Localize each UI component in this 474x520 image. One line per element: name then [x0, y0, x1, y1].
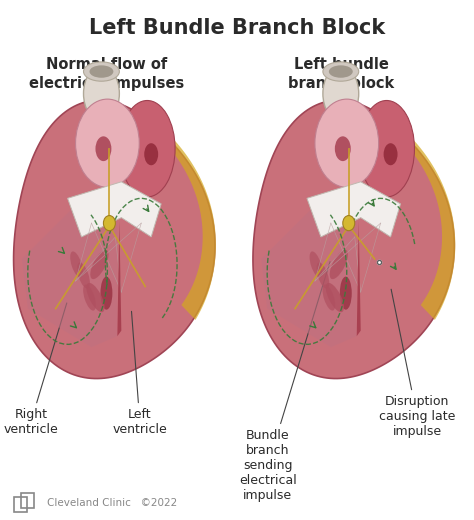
Ellipse shape [329, 66, 353, 78]
Ellipse shape [119, 100, 175, 197]
Ellipse shape [95, 136, 111, 161]
Text: Bundle
branch
sending
electrical
impulse: Bundle branch sending electrical impulse [239, 262, 330, 502]
Ellipse shape [359, 100, 414, 197]
Ellipse shape [83, 62, 119, 81]
Ellipse shape [90, 66, 113, 78]
Ellipse shape [343, 216, 355, 231]
Ellipse shape [323, 66, 359, 121]
Ellipse shape [383, 143, 398, 165]
Ellipse shape [326, 283, 344, 312]
Polygon shape [357, 220, 361, 336]
Ellipse shape [330, 250, 348, 279]
Ellipse shape [315, 99, 379, 187]
Ellipse shape [103, 216, 115, 231]
Polygon shape [253, 100, 454, 379]
Polygon shape [68, 182, 161, 237]
Ellipse shape [310, 251, 322, 278]
Text: Normal flow of
electrical impulses: Normal flow of electrical impulses [29, 57, 184, 92]
Ellipse shape [86, 283, 105, 312]
Ellipse shape [91, 250, 109, 279]
Polygon shape [118, 220, 121, 336]
Polygon shape [153, 123, 216, 320]
Ellipse shape [77, 263, 90, 289]
Text: Left bundle
branch block: Left bundle branch block [288, 57, 394, 92]
Text: Left
ventricle: Left ventricle [112, 311, 167, 436]
Polygon shape [261, 210, 357, 347]
Ellipse shape [317, 263, 329, 289]
Polygon shape [22, 210, 118, 347]
Ellipse shape [340, 277, 352, 310]
Polygon shape [392, 123, 456, 320]
Ellipse shape [323, 62, 359, 81]
Ellipse shape [70, 251, 83, 278]
Polygon shape [14, 100, 215, 379]
Ellipse shape [335, 136, 351, 161]
Text: Disruption
causing late
impulse: Disruption causing late impulse [379, 289, 456, 438]
Ellipse shape [322, 284, 335, 310]
Ellipse shape [83, 66, 119, 121]
Text: Left Bundle Branch Block: Left Bundle Branch Block [89, 18, 385, 38]
Ellipse shape [75, 99, 139, 187]
Ellipse shape [83, 284, 96, 310]
Text: Right
ventricle: Right ventricle [3, 303, 67, 436]
Text: Cleveland Clinic   ©2022: Cleveland Clinic ©2022 [47, 498, 178, 508]
Ellipse shape [144, 143, 158, 165]
Ellipse shape [100, 277, 112, 310]
Polygon shape [307, 182, 401, 237]
